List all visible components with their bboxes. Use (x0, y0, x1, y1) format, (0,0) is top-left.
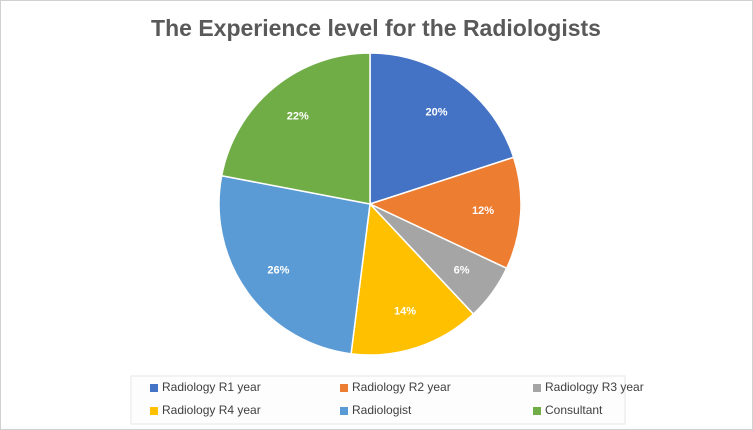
data-label: 26% (267, 264, 289, 276)
legend-box (130, 375, 626, 425)
legend-label: Radiology R2 year (352, 380, 451, 394)
legend-label: Radiology R1 year (162, 380, 261, 394)
pie-slice (218, 174, 371, 355)
chart-title: The Experience level for the Radiologist… (151, 15, 601, 41)
legend-label: Radiology R4 year (162, 403, 261, 417)
legend-swatch (533, 384, 541, 392)
legend-label: Radiologist (352, 403, 412, 417)
pie-slice (367, 156, 522, 270)
data-label: 12% (472, 205, 494, 217)
legend-swatch (340, 384, 348, 392)
pie-slice (369, 52, 515, 206)
legend-label: Radiology R3 year (545, 380, 644, 394)
pie-slice (350, 202, 475, 356)
legend-swatch (340, 407, 348, 415)
pie-slice (220, 52, 371, 205)
data-label: 22% (287, 111, 309, 123)
data-label: 14% (394, 306, 416, 318)
data-label: 6% (454, 264, 470, 276)
data-label: 20% (426, 106, 448, 118)
legend-label: Consultant (545, 403, 603, 417)
legend-swatch (150, 407, 158, 415)
legend-swatch (533, 407, 541, 415)
legend-swatch (150, 384, 158, 392)
